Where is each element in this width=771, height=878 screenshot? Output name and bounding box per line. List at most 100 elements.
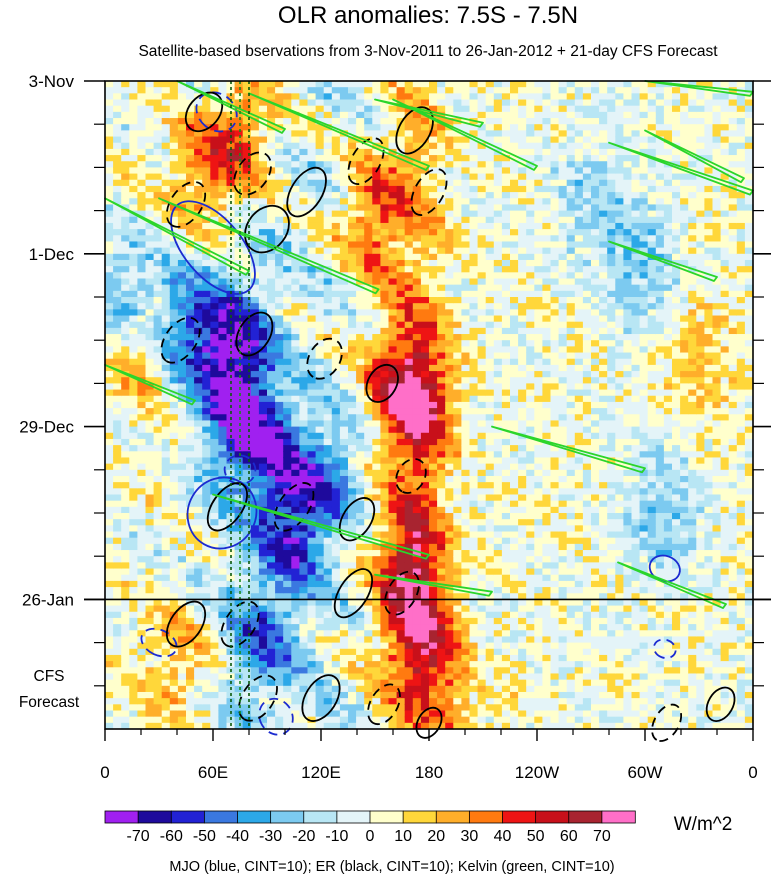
heatmap-cell — [267, 272, 276, 280]
heatmap-cell — [137, 716, 147, 724]
heatmap-cell — [194, 130, 203, 138]
heatmap-cell — [161, 679, 171, 687]
heatmap-cell — [234, 710, 244, 718]
heatmap-cell — [283, 722, 292, 730]
heatmap-cell — [299, 494, 309, 502]
heatmap-cell — [356, 525, 365, 533]
heatmap-cell — [299, 278, 309, 286]
heatmap-cell — [364, 438, 373, 446]
heatmap-cell — [412, 334, 422, 341]
heatmap-cell — [356, 364, 365, 372]
heatmap-cell — [129, 463, 138, 471]
heatmap-cell — [469, 537, 479, 545]
heatmap-cell — [267, 710, 276, 718]
heatmap-cell — [477, 371, 487, 378]
heatmap-cell — [234, 482, 244, 489]
heatmap-cell — [258, 130, 268, 138]
heatmap-cell — [169, 599, 179, 607]
heatmap-cell — [242, 297, 252, 304]
heatmap-cell — [469, 531, 479, 539]
heatmap-cell — [250, 469, 260, 477]
heatmap-cell — [202, 432, 211, 440]
heatmap-cell — [445, 247, 454, 255]
heatmap-cell — [477, 222, 487, 230]
heatmap-cell — [283, 179, 292, 187]
heatmap-cell — [267, 605, 276, 613]
heatmap-cell — [161, 580, 171, 588]
heatmap-cell — [348, 99, 357, 107]
heatmap-cell — [267, 593, 276, 600]
heatmap-cell — [177, 457, 187, 465]
heatmap-cell — [226, 556, 236, 563]
heatmap-cell — [194, 648, 203, 656]
heatmap-cell — [445, 192, 454, 199]
heatmap-cell — [429, 383, 438, 391]
heatmap-cell — [121, 216, 130, 224]
heatmap-cell — [267, 229, 276, 236]
heatmap-cell — [404, 710, 414, 718]
heatmap-cell — [145, 340, 155, 347]
heatmap-cell — [267, 463, 276, 471]
heatmap-cell — [323, 173, 333, 181]
heatmap-cell — [372, 550, 381, 557]
heatmap-cell — [404, 87, 414, 94]
heatmap-cell — [445, 327, 454, 335]
heatmap-cell — [234, 284, 244, 292]
heatmap-cell — [339, 469, 349, 477]
heatmap-cell — [429, 580, 438, 588]
heatmap-cell — [145, 685, 155, 693]
heatmap-cell — [177, 710, 187, 718]
heatmap-cell — [242, 593, 252, 600]
heatmap-cell — [339, 562, 349, 570]
heatmap-cell — [121, 710, 130, 718]
heatmap-cell — [137, 593, 147, 600]
heatmap-cell — [258, 574, 268, 582]
heatmap-cell — [113, 580, 122, 588]
heatmap-cell — [396, 679, 406, 687]
heatmap-cell — [121, 469, 130, 477]
heatmap-cell — [242, 420, 252, 428]
heatmap-cell — [113, 401, 122, 409]
heatmap-cell — [177, 463, 187, 471]
heatmap-cell — [348, 371, 357, 378]
heatmap-cell — [331, 661, 341, 668]
heatmap-cell — [331, 340, 341, 347]
heatmap-cell — [461, 537, 471, 545]
heatmap-cell — [177, 494, 187, 502]
heatmap-cell — [356, 272, 365, 280]
heatmap-cell — [186, 475, 195, 483]
heatmap-cell — [242, 259, 252, 267]
heatmap-cell — [283, 685, 292, 693]
heatmap-cell — [404, 494, 414, 502]
heatmap-cell — [307, 408, 317, 415]
heatmap-cell — [113, 161, 122, 168]
heatmap-cell — [137, 340, 147, 347]
heatmap-cell — [453, 111, 462, 119]
heatmap-cell — [420, 124, 430, 131]
heatmap-cell — [412, 340, 422, 347]
heatmap-cell — [429, 463, 438, 471]
heatmap-cell — [129, 513, 138, 520]
heatmap-cell — [113, 451, 122, 459]
heatmap-cell — [429, 673, 438, 681]
heatmap-cell — [396, 475, 406, 483]
heatmap-cell — [153, 395, 163, 403]
heatmap-cell — [161, 155, 171, 162]
heatmap-cell — [129, 204, 138, 212]
heatmap-cell — [169, 704, 179, 712]
heatmap-cell — [113, 371, 122, 378]
heatmap-cell — [372, 278, 381, 286]
heatmap-cell — [210, 364, 219, 372]
heatmap-cell — [420, 691, 430, 699]
heatmap-cell — [129, 148, 138, 156]
heatmap-cell — [404, 679, 414, 687]
heatmap-cell — [218, 426, 228, 434]
heatmap-cell — [339, 334, 349, 341]
heatmap-cell — [445, 469, 454, 477]
heatmap-cell — [218, 284, 228, 292]
heatmap-cell — [137, 556, 147, 563]
heatmap-cell — [258, 105, 268, 113]
heatmap-cell — [291, 124, 300, 131]
heatmap-cell — [453, 704, 462, 712]
heatmap-cell — [388, 136, 398, 144]
